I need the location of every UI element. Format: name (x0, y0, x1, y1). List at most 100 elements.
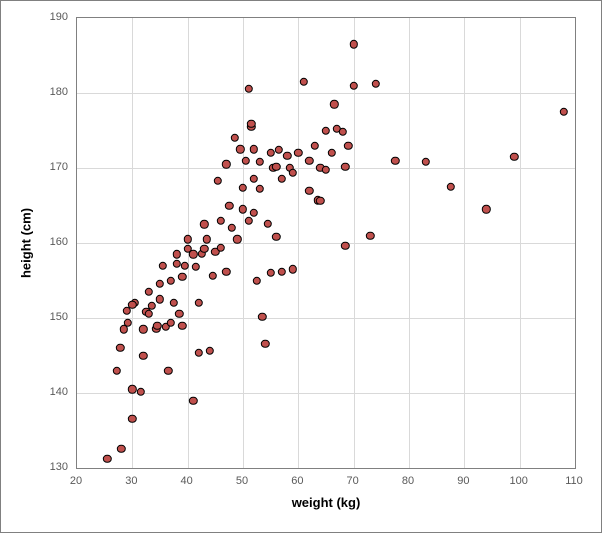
data-point (349, 81, 357, 89)
data-point (128, 414, 136, 422)
data-point (217, 243, 225, 251)
data-point (316, 197, 324, 205)
data-point (349, 40, 357, 48)
data-point (372, 80, 380, 88)
data-point (344, 141, 352, 149)
data-point (322, 126, 330, 134)
y-tick-label: 190 (50, 11, 68, 23)
data-point (175, 309, 183, 317)
data-point (560, 108, 568, 116)
data-point (117, 444, 125, 452)
data-point (255, 185, 263, 193)
data-point (164, 366, 172, 374)
data-point (214, 177, 222, 185)
data-point (341, 162, 349, 170)
data-point (305, 156, 313, 164)
data-point (283, 152, 291, 160)
y-tick-label: 160 (50, 236, 68, 248)
data-point (192, 263, 200, 271)
data-point (272, 162, 280, 170)
data-point (239, 183, 247, 191)
data-point (266, 149, 274, 157)
data-point (289, 168, 297, 176)
data-point (255, 158, 263, 166)
gridline-h (77, 93, 575, 94)
x-tick-label: 80 (402, 475, 414, 487)
data-point (266, 269, 274, 277)
y-tick-label: 170 (50, 161, 68, 173)
data-point (258, 312, 266, 320)
y-tick-label: 130 (50, 461, 68, 473)
x-tick-label: 110 (565, 475, 583, 487)
data-point (159, 261, 167, 269)
data-point (244, 84, 252, 92)
y-tick-label: 140 (50, 386, 68, 398)
data-point (178, 321, 186, 329)
x-axis-label: weight (kg) (292, 495, 361, 510)
x-tick-label: 60 (291, 475, 303, 487)
data-point (170, 299, 178, 307)
data-point (264, 219, 272, 227)
gridline-h (77, 243, 575, 244)
y-axis-label: height (cm) (19, 208, 34, 278)
data-point (311, 141, 319, 149)
data-point (230, 134, 238, 142)
data-point (208, 272, 216, 280)
data-point (482, 205, 490, 213)
data-point (278, 267, 286, 275)
data-point (272, 233, 280, 241)
data-point (261, 339, 269, 347)
data-point (222, 267, 230, 275)
data-point (195, 299, 203, 307)
data-point (225, 201, 233, 209)
data-point (200, 245, 208, 253)
data-point (446, 183, 454, 191)
data-point (366, 231, 374, 239)
data-point (510, 153, 518, 161)
data-point (128, 300, 136, 308)
data-point (300, 78, 308, 86)
data-point (338, 128, 346, 136)
plot-area (76, 17, 576, 469)
data-point (250, 145, 258, 153)
data-point (305, 186, 313, 194)
chart-frame: 2030405060708090100110130140150160170180… (0, 0, 602, 533)
data-point (250, 209, 258, 217)
data-point (421, 158, 429, 166)
gridline-h (77, 318, 575, 319)
data-point (217, 216, 225, 224)
data-point (200, 220, 208, 228)
data-point (167, 276, 175, 284)
data-point (139, 325, 147, 333)
data-point (275, 146, 283, 154)
data-point (278, 174, 286, 182)
x-tick-label: 20 (70, 475, 82, 487)
data-point (228, 224, 236, 232)
data-point (124, 318, 132, 326)
data-point (178, 273, 186, 281)
data-point (195, 348, 203, 356)
data-point (206, 347, 214, 355)
data-point (167, 318, 175, 326)
x-tick-label: 30 (125, 475, 137, 487)
data-point (103, 455, 111, 463)
x-tick-label: 100 (509, 475, 527, 487)
data-point (322, 165, 330, 173)
data-point (139, 351, 147, 359)
y-tick-label: 180 (50, 86, 68, 98)
data-point (391, 156, 399, 164)
data-point (250, 174, 258, 182)
y-tick-label: 150 (50, 311, 68, 323)
data-point (239, 205, 247, 213)
data-point (116, 344, 124, 352)
x-tick-label: 50 (236, 475, 248, 487)
data-point (253, 276, 261, 284)
data-point (156, 295, 164, 303)
data-point (172, 260, 180, 268)
x-tick-label: 40 (181, 475, 193, 487)
data-point (136, 387, 144, 395)
data-point (289, 265, 297, 273)
data-point (156, 279, 164, 287)
gridline-h (77, 393, 575, 394)
data-point (341, 242, 349, 250)
